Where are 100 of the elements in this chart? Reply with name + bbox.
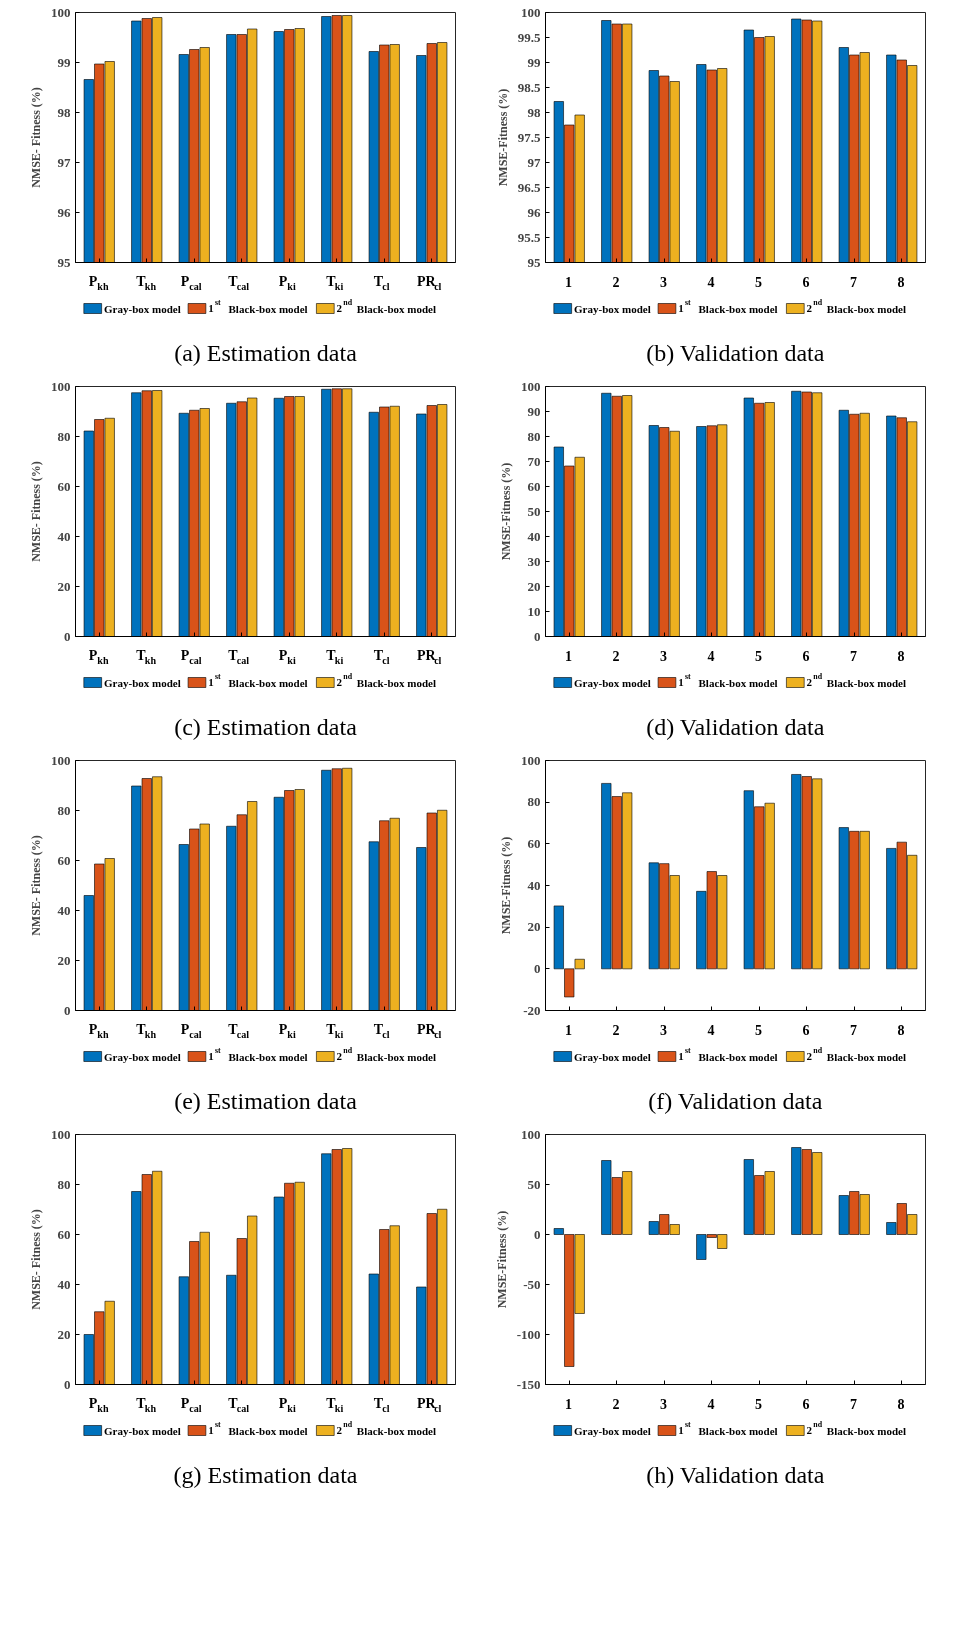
- y-tick-label: -150: [516, 1376, 541, 1392]
- y-axis-title: NMSE- Fitness (%): [29, 461, 43, 562]
- x-tick-label: 5: [754, 1022, 762, 1038]
- y-axis-title: NMSE-Fitness (%): [499, 836, 513, 935]
- legend-label: Gray-box model: [574, 302, 651, 315]
- text: (c) Estimation data: [174, 713, 358, 740]
- text: (h) Validation data: [646, 1461, 825, 1488]
- y-tick-label: -20: [523, 1002, 541, 1018]
- y-tick-label: 20: [527, 919, 541, 935]
- text: (g) Estimation data: [173, 1461, 358, 1488]
- y-tick-label: 100: [521, 752, 541, 768]
- x-tick-label: 4: [707, 274, 715, 290]
- legend-label: Gray-box model: [104, 676, 181, 689]
- y-tick-label: 97.5: [517, 129, 541, 145]
- legend-label: Gray-box model: [104, 1050, 181, 1063]
- x-tick-label: 7: [849, 1022, 857, 1038]
- x-tick-label: 2: [612, 1022, 620, 1038]
- x-tick-label: 8: [897, 1396, 905, 1412]
- y-tick-label: 97: [57, 154, 71, 170]
- y-tick-label: 96: [57, 204, 71, 220]
- x-tick-label: 4: [707, 648, 715, 664]
- y-axis-title: NMSE- Fitness (%): [29, 87, 43, 188]
- legend-label: Gray-box model: [574, 1050, 651, 1063]
- y-tick-label: 20: [57, 952, 71, 968]
- y-tick-label: 0: [534, 1226, 541, 1242]
- x-tick-label: 7: [849, 648, 857, 664]
- x-tick-label: 6: [802, 1022, 810, 1038]
- x-tick-label: 1: [564, 1396, 572, 1412]
- x-tick-label: 6: [802, 1396, 810, 1412]
- x-tick-label: 4: [707, 1396, 715, 1412]
- x-tick-label: 3: [659, 648, 667, 664]
- y-tick-label: -100: [516, 1326, 541, 1342]
- text: (d) Validation data: [646, 713, 825, 740]
- y-axis-title: NMSE-Fitness (%): [494, 1210, 509, 1309]
- x-tick-label: 5: [754, 274, 762, 290]
- x-tick-label: 3: [659, 274, 667, 290]
- y-tick-label: 60: [527, 478, 541, 494]
- y-tick-label: 50: [527, 503, 541, 519]
- y-tick-label: 100: [51, 752, 71, 768]
- y-tick-label: 20: [57, 578, 71, 594]
- text: (e) Estimation data: [174, 1087, 358, 1114]
- x-tick-label: 7: [849, 1396, 857, 1412]
- y-tick-label: 100: [51, 4, 71, 20]
- y-tick-label: 90: [527, 403, 541, 419]
- y-tick-label: 60: [527, 835, 541, 851]
- legend-label: Gray-box model: [574, 1424, 651, 1437]
- x-tick-label: 6: [802, 648, 810, 664]
- text: (a) Estimation data: [174, 339, 358, 366]
- y-tick-label: 100: [521, 4, 541, 20]
- y-axis-title: NMSE- Fitness (%): [29, 835, 43, 936]
- y-tick-label: -50: [523, 1276, 541, 1292]
- y-tick-label: 100: [521, 378, 541, 394]
- x-tick-label: 8: [897, 274, 905, 290]
- x-tick-label: 8: [897, 1022, 905, 1038]
- x-tick-label: 1: [564, 648, 572, 664]
- x-tick-label: 7: [849, 274, 857, 290]
- y-tick-label: 80: [527, 794, 541, 810]
- y-tick-label: 99.5: [517, 29, 541, 45]
- y-tick-label: 80: [527, 428, 541, 444]
- y-tick-label: 100: [521, 1126, 541, 1142]
- y-tick-label: 0: [64, 1002, 71, 1018]
- y-tick-label: 40: [57, 1276, 71, 1292]
- y-tick-label: 20: [57, 1326, 71, 1342]
- y-tick-label: 10: [527, 603, 541, 619]
- y-tick-label: 0: [534, 628, 541, 644]
- legend-label: Gray-box model: [574, 676, 651, 689]
- y-axis-title: NMSE-Fitness (%): [499, 462, 513, 561]
- y-tick-label: 98: [527, 104, 541, 120]
- legend-label: Gray-box model: [104, 1424, 181, 1437]
- y-tick-label: 70: [527, 453, 541, 469]
- y-tick-label: 60: [57, 852, 71, 868]
- y-tick-label: 40: [57, 528, 71, 544]
- y-tick-label: 40: [57, 902, 71, 918]
- y-tick-label: 95.5: [517, 229, 541, 245]
- x-tick-label: 1: [564, 274, 572, 290]
- y-tick-label: 100: [51, 1126, 71, 1142]
- y-tick-label: 0: [534, 960, 541, 976]
- y-tick-label: 80: [57, 802, 71, 818]
- y-tick-label: 95: [527, 254, 541, 270]
- text: (f) Validation data: [648, 1087, 823, 1114]
- y-tick-label: 96.5: [517, 179, 541, 195]
- y-tick-label: 0: [64, 628, 71, 644]
- x-tick-label: 6: [802, 274, 810, 290]
- y-tick-label: 99: [527, 54, 541, 70]
- x-tick-label: 3: [659, 1022, 667, 1038]
- y-tick-label: 98: [57, 104, 71, 120]
- y-tick-label: 98.5: [517, 79, 541, 95]
- x-tick-label: 3: [659, 1396, 667, 1412]
- y-tick-label: 30: [527, 553, 541, 569]
- x-tick-label: 1: [564, 1022, 572, 1038]
- y-tick-label: 80: [57, 428, 71, 444]
- y-axis-title: NMSE- Fitness (%): [29, 1209, 43, 1310]
- y-tick-label: 0: [64, 1376, 71, 1392]
- x-tick-label: 5: [754, 648, 762, 664]
- x-tick-label: 2: [612, 1396, 620, 1412]
- y-tick-label: 20: [527, 578, 541, 594]
- x-tick-label: 5: [754, 1396, 762, 1412]
- y-tick-label: 95: [57, 254, 71, 270]
- y-tick-label: 96: [527, 204, 541, 220]
- y-tick-label: 60: [57, 1226, 71, 1242]
